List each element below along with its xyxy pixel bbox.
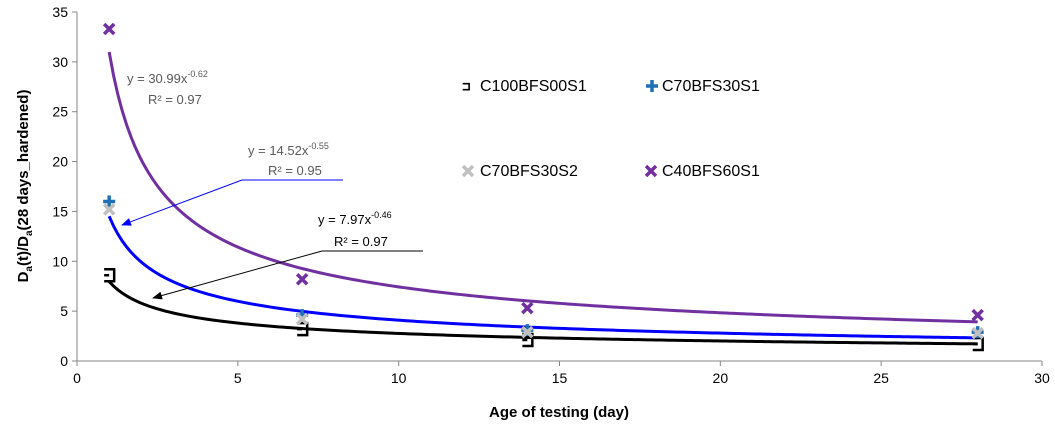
legend-label: C100BFS00S1	[480, 78, 587, 95]
y-tick-label: 15	[52, 203, 68, 219]
legend-marker-plus	[646, 80, 658, 92]
legend-item: C40BFS60S1	[644, 163, 760, 180]
x-tick-label: 25	[873, 370, 889, 386]
equation-label: y = 14.52x-0.55	[248, 141, 329, 158]
x-axis-title: Age of testing (day)	[489, 404, 629, 421]
data-point-x	[971, 308, 984, 322]
data-point-plus	[103, 195, 116, 208]
y-tick-label: 5	[60, 303, 68, 319]
trendline-annotation-purple: y = 30.99x-0.62 R² = 0.97	[127, 69, 208, 107]
x-tick-label: 10	[391, 370, 407, 386]
data-point-x	[102, 203, 116, 216]
x-tick-label: 30	[1034, 370, 1050, 386]
legend-item: ⊐ C100BFS00S1	[462, 78, 587, 96]
trendline-annotation-blue: y = 14.52x-0.55 R² = 0.95	[121, 141, 343, 226]
y-tick-label: 10	[52, 253, 68, 269]
data-point-bracket	[297, 321, 309, 337]
r-squared-label: R² = 0.95	[268, 163, 322, 178]
data-point-group	[102, 22, 984, 352]
data-point-x	[521, 325, 534, 339]
legend-item: C70BFS30S1	[646, 78, 760, 95]
y-tick-label: 20	[52, 154, 68, 170]
annotation-arrow	[121, 179, 243, 226]
legend: ⊐ C100BFS00S1 C70BFS30S1 C70BFS30S2 C40B…	[461, 78, 760, 180]
equation-label: y = 7.97x-0.46	[318, 210, 392, 227]
data-point-x	[971, 326, 984, 340]
x-tick-label: 5	[234, 370, 242, 386]
data-point-x	[295, 312, 309, 326]
x-tick-group: 0 5 10 15 20 25 30	[73, 361, 1050, 386]
annotation-arrow	[152, 250, 323, 300]
x-tick-label: 0	[73, 370, 81, 386]
data-point-x	[295, 272, 309, 286]
r-squared-label: R² = 0.97	[148, 92, 202, 107]
trendline-curve	[107, 51, 978, 324]
legend-label: C40BFS60S1	[662, 163, 760, 180]
y-tick-label: 25	[52, 104, 68, 120]
data-point-x	[102, 22, 116, 36]
legend-marker-x	[644, 164, 658, 178]
data-point-x	[521, 301, 534, 315]
trendline-group	[107, 51, 978, 346]
legend-label: C70BFS30S1	[662, 78, 760, 95]
y-tick-label: 0	[60, 353, 68, 369]
data-point-bracket	[104, 267, 116, 283]
y-tick-group: 0 5 10 15 20 25 30 35	[52, 4, 77, 369]
trendline-curve	[108, 280, 978, 346]
legend-marker-x	[461, 164, 475, 178]
y-axis-title: Da(t)/Da(28 days_hardened)	[15, 90, 35, 283]
equation-label: y = 30.99x-0.62	[127, 69, 208, 86]
y-tick-label: 35	[52, 4, 68, 20]
legend-item: C70BFS30S2	[461, 163, 578, 180]
trendline-annotation-black: y = 7.97x-0.46 R² = 0.97	[152, 210, 423, 300]
y-tick-label: 30	[52, 54, 68, 70]
trendline-curve	[107, 215, 978, 340]
legend-marker-bracket: ⊐	[462, 80, 470, 96]
legend-label: C70BFS30S2	[480, 163, 578, 180]
x-tick-label: 20	[713, 370, 729, 386]
x-tick-label: 15	[552, 370, 568, 386]
r-squared-label: R² = 0.97	[334, 234, 388, 249]
data-point-bracket	[972, 336, 984, 352]
